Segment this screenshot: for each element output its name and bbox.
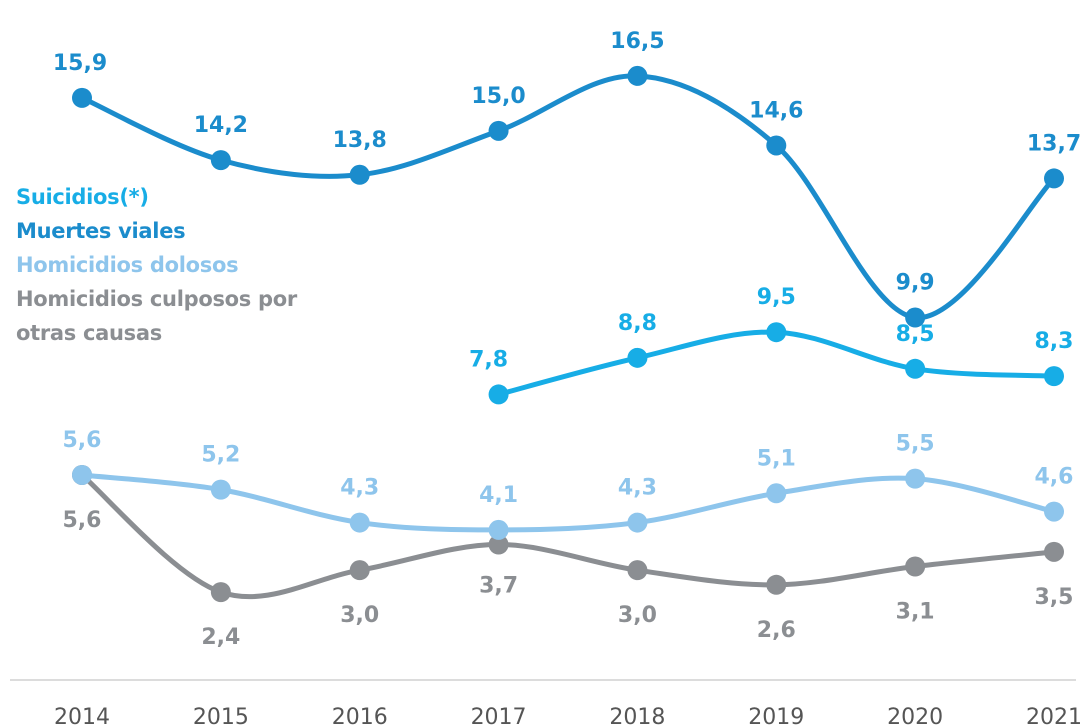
x-tick-label: 2016 [332, 705, 388, 727]
data-label: 5,1 [757, 446, 796, 471]
x-tick-label: 2017 [471, 705, 527, 727]
data-label: 7,8 [469, 347, 508, 372]
data-label: 14,2 [194, 113, 248, 138]
data-label: 5,2 [201, 443, 240, 468]
data-point [1044, 501, 1064, 522]
data-point [488, 519, 509, 540]
data-label: 5,5 [896, 432, 935, 457]
legend-entry: Suicidios(*) [16, 185, 149, 209]
data-point [766, 322, 787, 343]
data-point [627, 560, 648, 581]
data-label: 13,7 [1027, 131, 1081, 156]
data-label: 9,5 [757, 285, 796, 310]
data-label: 9,9 [896, 271, 935, 296]
data-label: 16,5 [610, 29, 664, 54]
data-point [627, 347, 648, 368]
data-point [905, 468, 926, 489]
legend-entry: Homicidios dolosos [16, 253, 239, 277]
data-label: 14,6 [749, 98, 803, 123]
data-label: 8,8 [618, 311, 657, 336]
data-label: 15,9 [53, 51, 107, 76]
data-point [72, 87, 92, 108]
legend-entry: Muertes viales [16, 219, 186, 243]
data-point [905, 358, 926, 379]
legend: Suicidios(*) Muertes viales Homicidios dol… [16, 180, 306, 350]
data-label: 8,3 [1035, 329, 1074, 354]
data-label: 13,8 [333, 128, 387, 153]
data-label: 3,0 [618, 603, 657, 628]
data-point [905, 556, 926, 577]
data-label: 4,3 [340, 476, 379, 501]
data-label: 3,7 [479, 574, 518, 599]
data-point [627, 512, 648, 533]
legend-entry: Homicidios culposos por otras causas [16, 287, 297, 345]
data-point [766, 574, 787, 595]
data-point [488, 384, 509, 405]
data-point [766, 483, 787, 504]
data-point [488, 120, 509, 141]
data-label: 15,0 [471, 84, 525, 109]
data-point [488, 534, 509, 555]
data-point [210, 582, 231, 603]
series-line [81, 472, 1055, 533]
data-label: 3,1 [896, 600, 935, 625]
data-point [349, 512, 370, 533]
data-label: 5,6 [63, 508, 102, 533]
data-label: 4,3 [618, 476, 657, 501]
data-label: 3,5 [1035, 585, 1074, 610]
data-label: 4,6 [1035, 465, 1074, 490]
x-tick-label: 2015 [193, 705, 249, 727]
data-point [1044, 541, 1064, 562]
data-label: 2,4 [201, 625, 240, 650]
data-point [210, 150, 231, 171]
data-label: 3,0 [340, 603, 379, 628]
data-point [1044, 366, 1064, 387]
data-point [627, 65, 648, 86]
data-point [72, 464, 92, 485]
x-tick-label: 2018 [609, 705, 665, 727]
data-point [349, 164, 370, 185]
x-tick-label: 2020 [887, 705, 943, 727]
data-point [349, 560, 370, 581]
data-label: 2,6 [757, 618, 796, 643]
x-tick-label: 2014 [54, 705, 110, 727]
data-label: 4,1 [479, 483, 518, 508]
data-point [905, 307, 926, 328]
data-label: 5,6 [63, 428, 102, 453]
data-point [766, 135, 787, 156]
x-tick-label: 2021 [1026, 705, 1082, 727]
data-point [210, 479, 231, 500]
data-point [1044, 168, 1064, 189]
x-tick-label: 2019 [748, 705, 804, 727]
